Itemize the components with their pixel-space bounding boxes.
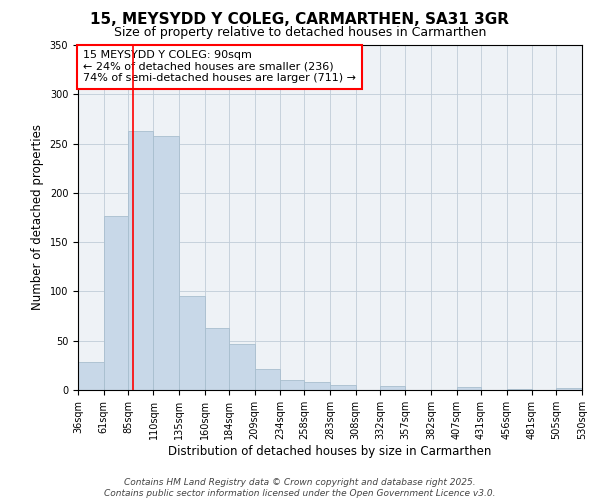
- Bar: [556, 388, 582, 390]
- Bar: [179, 296, 205, 390]
- Text: Size of property relative to detached houses in Carmarthen: Size of property relative to detached ho…: [114, 26, 486, 39]
- Text: 15 MEYSYDD Y COLEG: 90sqm
← 24% of detached houses are smaller (236)
74% of semi: 15 MEYSYDD Y COLEG: 90sqm ← 24% of detac…: [83, 50, 356, 84]
- Bar: [280, 380, 304, 390]
- Bar: [128, 131, 154, 390]
- Bar: [104, 216, 128, 390]
- Text: Contains HM Land Registry data © Crown copyright and database right 2025.
Contai: Contains HM Land Registry data © Crown c…: [104, 478, 496, 498]
- Bar: [154, 136, 179, 390]
- X-axis label: Distribution of detached houses by size in Carmarthen: Distribution of detached houses by size …: [169, 444, 491, 458]
- Bar: [254, 370, 280, 390]
- Bar: [304, 382, 330, 390]
- Bar: [506, 389, 532, 390]
- Bar: [380, 386, 406, 390]
- Bar: [229, 344, 254, 390]
- Bar: [330, 385, 356, 390]
- Bar: [78, 362, 104, 390]
- Bar: [205, 328, 229, 390]
- Bar: [457, 387, 481, 390]
- Y-axis label: Number of detached properties: Number of detached properties: [31, 124, 44, 310]
- Text: 15, MEYSYDD Y COLEG, CARMARTHEN, SA31 3GR: 15, MEYSYDD Y COLEG, CARMARTHEN, SA31 3G…: [91, 12, 509, 28]
